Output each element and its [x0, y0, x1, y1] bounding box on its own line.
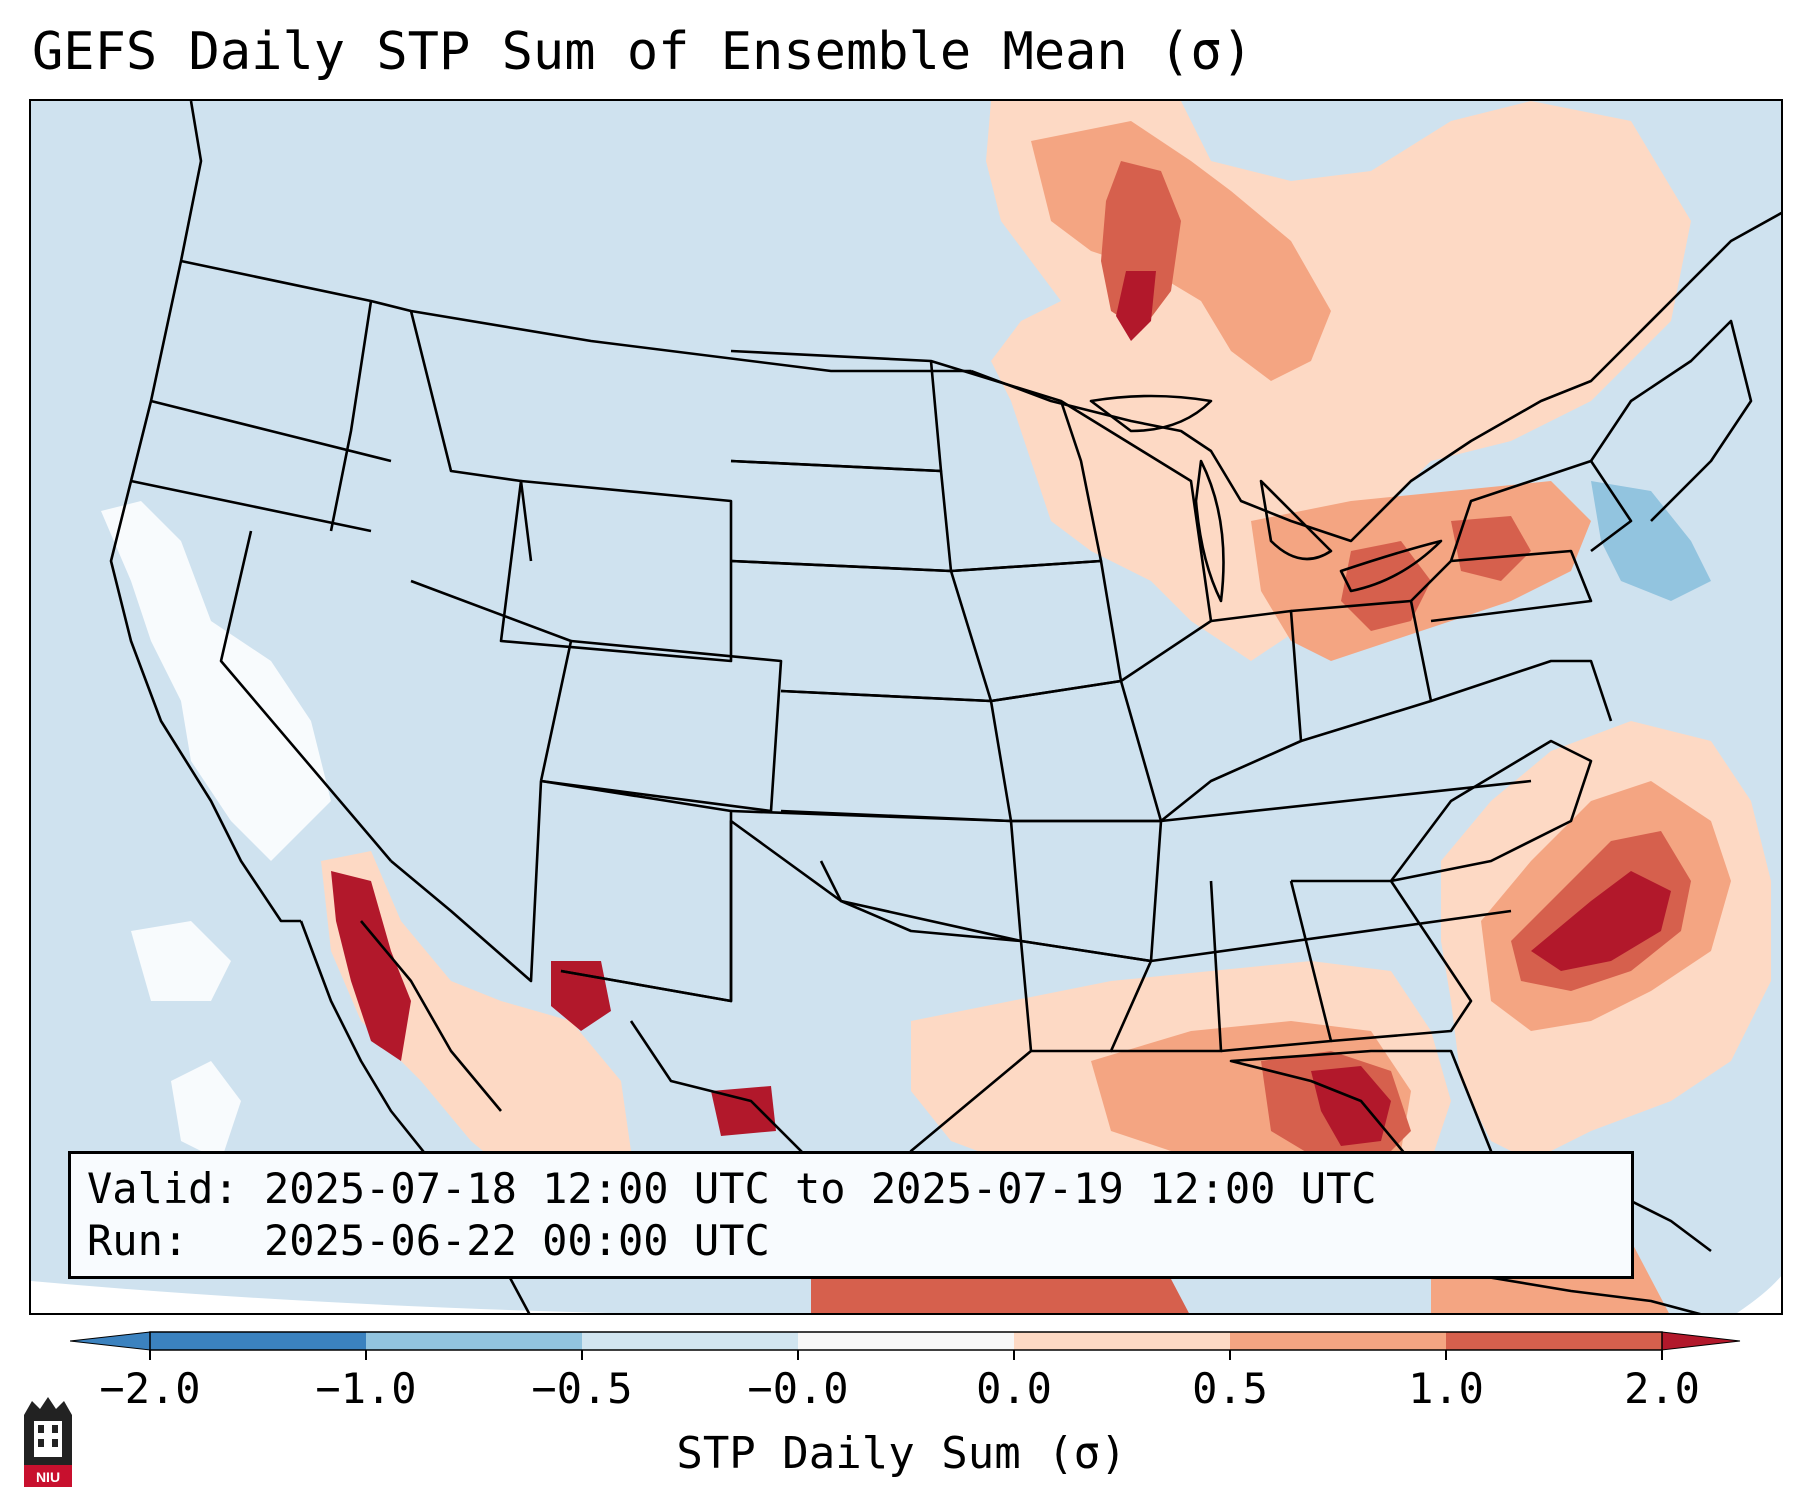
colorbar-tick-label: 1.0 — [1408, 1364, 1484, 1413]
colorbar-extend-low — [70, 1331, 151, 1351]
niu-logo: NIU — [24, 1397, 72, 1487]
colorbar-tick-label: −2.0 — [99, 1364, 201, 1413]
valid-time-text: Valid: 2025-07-18 12:00 UTC to 2025-07-1… — [87, 1164, 1377, 1213]
colorbar-segment — [1230, 1332, 1446, 1350]
valid-run-info-box: Valid: 2025-07-18 12:00 UTC to 2025-07-1… — [68, 1151, 1634, 1279]
map-panel: Valid: 2025-07-18 12:00 UTC to 2025-07-1… — [29, 99, 1783, 1315]
map-title: GEFS Daily STP Sum of Ensemble Mean (σ) — [32, 22, 1253, 82]
colorbar-segment — [1446, 1332, 1662, 1350]
colorbar-label: STP Daily Sum (σ) — [676, 1428, 1127, 1479]
colorbar-segment — [1014, 1332, 1230, 1350]
positive-anomaly-region — [321, 101, 1771, 1313]
colorbar-tick-label: 0.5 — [1192, 1364, 1268, 1413]
colorbar-segment — [582, 1332, 798, 1350]
neutral-region-pacific — [101, 501, 331, 1161]
colorbar-segment — [150, 1332, 366, 1350]
colorbar-frame — [149, 1331, 1663, 1351]
colorbar-extend-high — [1661, 1331, 1741, 1351]
colorbar-tick-label: 0.0 — [976, 1364, 1052, 1413]
negative-anomaly-region — [1591, 481, 1711, 601]
colorbar-tick-label: −1.0 — [315, 1364, 417, 1413]
colorbar-tick-label: −0.0 — [747, 1364, 849, 1413]
run-time-text: Run: 2025-06-22 00:00 UTC — [87, 1216, 770, 1265]
colorbar-tick-label: −0.5 — [531, 1364, 633, 1413]
colorbar-segment — [366, 1332, 582, 1350]
colorbar-tick-label: 2.0 — [1624, 1364, 1700, 1413]
colorbar — [70, 1331, 1741, 1360]
map-canvas — [31, 101, 1781, 1313]
colorbar-segment — [798, 1332, 1014, 1350]
logo-text: NIU — [36, 1469, 60, 1485]
